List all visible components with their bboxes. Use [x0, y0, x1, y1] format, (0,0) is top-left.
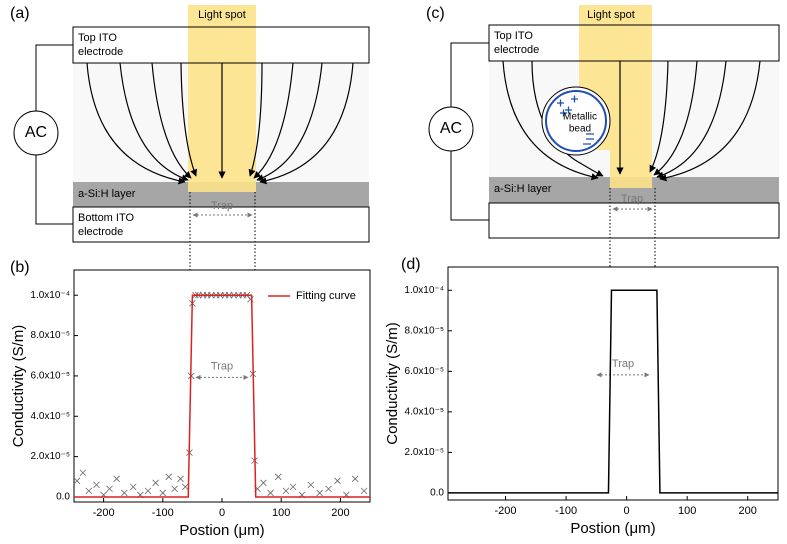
series-line [448, 289, 778, 494]
scatter-point [289, 483, 297, 491]
scatter-point [351, 475, 359, 483]
y-tick-label: 4.0x10⁻⁵ [405, 407, 444, 418]
x-tick-label: -200 [93, 507, 115, 519]
light-label: Light spot [198, 9, 246, 21]
y-tick-label: 2.0x10⁻⁵ [31, 451, 70, 462]
chart: -200 -100 0 100 200 0.0 2.0x10⁻⁵ 4.0x10⁻⁵ 6.0x10… [384, 256, 779, 537]
wire [35, 44, 73, 225]
trap-label: Trap [211, 200, 233, 212]
scatter-point [325, 485, 332, 493]
x-tick-label: 0 [624, 505, 630, 517]
panel-label: (a) [10, 5, 30, 22]
ac-source [428, 106, 474, 152]
scatter-point [171, 485, 178, 493]
y-tick-label: 2.0x10⁻⁵ [405, 447, 444, 458]
x-tick-label: 100 [678, 505, 696, 517]
charges [557, 95, 594, 145]
y-tick-label: 6.0x10⁻⁵ [31, 371, 70, 382]
scatter-point [79, 469, 87, 477]
electrode-label: electrode [78, 46, 123, 58]
y-tick-label: 8.0x10⁻⁵ [405, 325, 444, 336]
scatter-point [165, 473, 173, 481]
source-label: AC [25, 124, 47, 141]
x-axis-label: Postion (μm) [179, 522, 264, 539]
scatter-point [177, 475, 184, 483]
bottom-electrode [488, 202, 780, 239]
scatter-point [316, 489, 323, 497]
electrode-label: Top ITO [494, 30, 533, 42]
scatter-point [159, 489, 167, 497]
scatter-point [267, 489, 274, 497]
scatter-point [182, 483, 189, 491]
light-label: Light spot [587, 9, 635, 21]
scatter-point [260, 479, 267, 487]
field-lines [86, 62, 354, 185]
legend-label: Fitting curve [296, 290, 356, 302]
wire [450, 42, 489, 221]
bead-label: Metallic [563, 112, 597, 123]
scatter-point [152, 479, 159, 487]
x-tick-label: 0 [219, 507, 225, 519]
source-label: AC [440, 120, 462, 137]
y-tick-label: 8.0x10⁻⁵ [31, 330, 70, 341]
bead-label: bead [569, 124, 591, 135]
annotation: Trap [612, 358, 634, 370]
electrode-label: Bottom ITO [78, 212, 134, 224]
y-tick-label: 0.0 [430, 488, 444, 499]
y-tick-label: 1.0x10⁻⁴ [404, 285, 444, 296]
x-tick-label: -100 [152, 507, 174, 519]
ac-source [13, 110, 59, 156]
light-spot [610, 150, 652, 188]
x-tick-label: 100 [272, 507, 290, 519]
y-tick-label: 1.0x10⁻⁴ [30, 290, 70, 301]
scatter-point [144, 487, 152, 495]
scatter-point [106, 485, 113, 493]
panel-label: (c) [426, 5, 445, 22]
scatter-point [93, 481, 100, 489]
scatter-point [334, 477, 341, 485]
scatter-point [113, 475, 120, 483]
y-tick-label: 4.0x10⁻⁵ [31, 411, 70, 422]
annotation: Trap [211, 360, 233, 372]
electrode-label: electrode [78, 226, 123, 238]
x-tick-label: -100 [555, 505, 577, 517]
field-lines [502, 60, 761, 182]
plot-frame [73, 269, 371, 503]
y-tick-label: 0.0 [56, 492, 70, 503]
electrode-label: electrode [494, 44, 539, 56]
scatter-point [360, 487, 368, 495]
electrode-label: Top ITO [78, 32, 117, 44]
trap-label: Trap [621, 193, 643, 205]
scatter-point [85, 487, 93, 495]
diagram-c: AC Metallic bead (c) Light spot Top ITO … [426, 5, 780, 290]
scatter-point [282, 487, 290, 495]
scatter-point [73, 477, 81, 485]
y-tick-label: 6.0x10⁻⁵ [405, 366, 444, 377]
panel-label: (d) [401, 256, 421, 273]
chart: -200 -100 0 100 200 0.0 2.0x10⁻⁵ 4.0x10⁻⁵ 6.0x10… [10, 259, 371, 539]
scatter-point [129, 483, 137, 491]
x-tick-label: 200 [739, 505, 757, 517]
scatter-point [121, 489, 128, 497]
x-tick-label: -200 [495, 505, 517, 517]
scatter-point [274, 473, 282, 481]
y-axis-label: Conductivity (S/m) [10, 325, 27, 448]
y-axis-label: Conductivity (S/m) [384, 322, 401, 445]
x-tick-label: 200 [331, 507, 349, 519]
layer-label: a-Si:H layer [494, 183, 552, 195]
layer-label: a-Si:H layer [78, 188, 136, 200]
scatter-point [307, 481, 315, 489]
diagram-a: AC (a) Light spot Top ITO electrode a-Si… [10, 5, 370, 293]
x-axis-label: Postion (μm) [570, 520, 655, 537]
plot-frame [447, 266, 779, 501]
panel-label: (b) [10, 259, 30, 276]
series-line [74, 294, 370, 498]
